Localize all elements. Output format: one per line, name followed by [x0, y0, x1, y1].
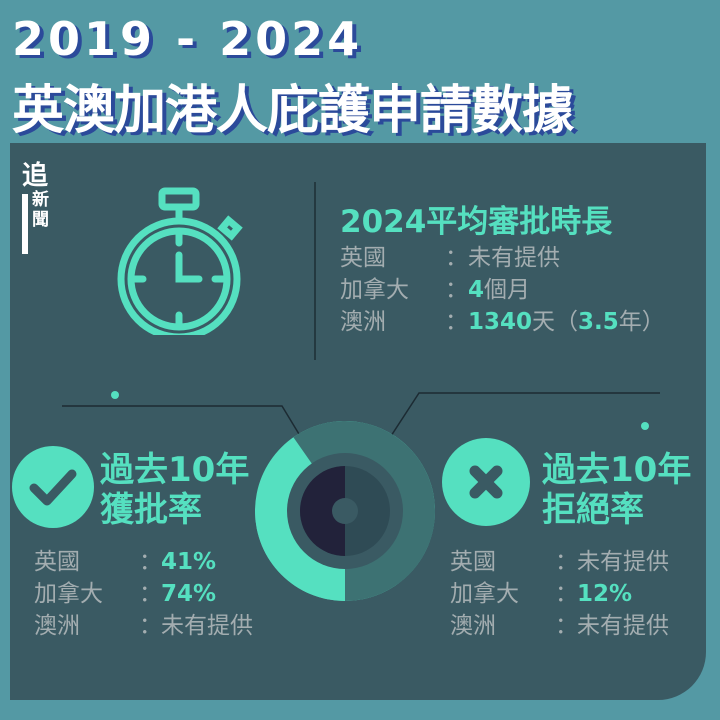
approval-heading: 過去10年 獲批率: [100, 450, 249, 530]
approval-row-uk: 英國 ： 41%: [34, 546, 253, 578]
separator: ：: [555, 613, 578, 639]
logo: 追 新聞: [22, 161, 58, 254]
stopwatch-icon: [117, 187, 243, 335]
logo-en-bar: [22, 194, 28, 254]
value: 未有提供: [468, 245, 560, 271]
separator: ：: [555, 549, 578, 575]
country-label: 澳洲: [340, 309, 386, 335]
value-years: 3.5: [578, 309, 619, 335]
approval-row-australia: 澳洲 ：未有提供: [34, 610, 253, 642]
info-panel: [10, 143, 706, 700]
processing-row-canada: 加拿大 ： 4 個月: [340, 274, 665, 306]
value: 12%: [577, 581, 633, 607]
approval-heading-line1: 過去10年: [100, 450, 250, 490]
approval-list: 英國： 41% 加拿大： 74% 澳洲：未有提供: [34, 546, 253, 642]
separator: ：: [445, 245, 468, 271]
decor-dot: [111, 391, 119, 399]
approval-row-canada: 加拿大 ： 74%: [34, 578, 253, 610]
title-main: 英澳加港人庇護申請數據: [12, 81, 574, 141]
value-unit: 個月: [484, 277, 531, 303]
separator: ：: [139, 613, 162, 639]
separator: ：: [139, 581, 162, 607]
logo-main: 追: [22, 161, 49, 191]
value: 41%: [161, 549, 217, 575]
country-label: 英國: [340, 245, 386, 271]
processing-row-uk: 英國 ：未有提供: [340, 242, 665, 274]
title-years: 2019 - 2024: [12, 12, 364, 66]
donut-graphic: [255, 421, 435, 601]
value: 74%: [161, 581, 217, 607]
value-number: 4: [468, 277, 485, 303]
divider: [314, 182, 316, 360]
value-years-unit: 年）: [618, 309, 665, 335]
country-label: 加拿大: [34, 581, 103, 607]
value-number: 1340: [468, 309, 533, 335]
value: 未有提供: [161, 613, 253, 639]
value: 未有提供: [577, 549, 669, 575]
country-label: 澳洲: [34, 613, 80, 639]
country-label: 英國: [450, 549, 496, 575]
processing-list: 英國：未有提供 加拿大： 4 個月 澳洲： 1340 天（ 3.5 年）: [340, 242, 665, 338]
country-label: 加拿大: [450, 581, 519, 607]
processing-row-australia: 澳洲 ： 1340 天（ 3.5 年）: [340, 306, 665, 338]
rejection-row-australia: 澳洲 ：未有提供: [450, 610, 669, 642]
rejection-heading-line2: 拒絕率: [542, 490, 644, 530]
rejection-row-canada: 加拿大 ： 12%: [450, 578, 669, 610]
country-label: 澳洲: [450, 613, 496, 639]
check-icon: [12, 446, 94, 528]
processing-heading: 2024平均審批時長: [340, 204, 613, 240]
rejection-row-uk: 英國 ：未有提供: [450, 546, 669, 578]
rejection-heading: 過去10年 拒絕率: [542, 450, 691, 530]
separator: ：: [555, 581, 578, 607]
country-label: 加拿大: [340, 277, 409, 303]
separator: ：: [445, 277, 468, 303]
separator: ：: [445, 309, 468, 335]
approval-heading-line2: 獲批率: [100, 490, 202, 530]
value-unit: 天（: [532, 309, 579, 335]
decor-dot: [641, 422, 649, 430]
x-icon: [442, 438, 530, 526]
country-label: 英國: [34, 549, 80, 575]
rejection-heading-line1: 過去10年: [542, 450, 692, 490]
rejection-list: 英國：未有提供 加拿大： 12% 澳洲：未有提供: [450, 546, 669, 642]
separator: ：: [139, 549, 162, 575]
logo-sub: 新聞: [32, 190, 49, 230]
value: 未有提供: [577, 613, 669, 639]
